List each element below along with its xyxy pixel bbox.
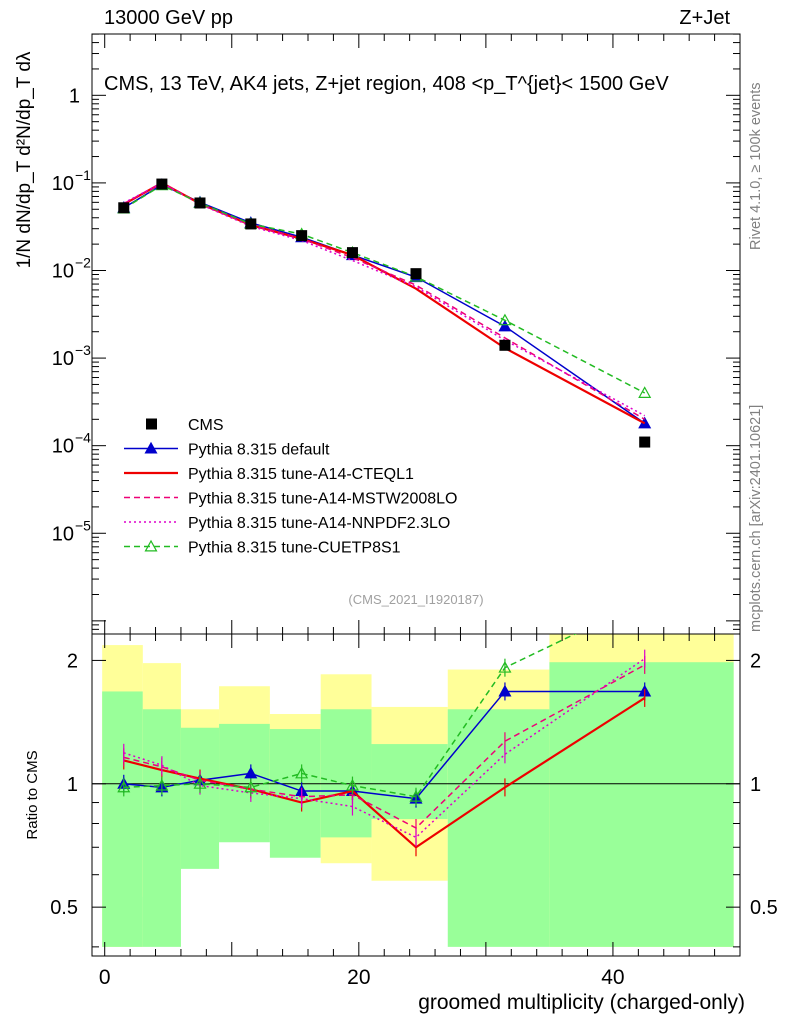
series-line-cuetp8s1 [123,184,646,394]
ratio-marker-cuetp8s1 [345,778,359,791]
ratio-uncertainty-bands [92,634,740,947]
plot-frames [91,33,741,957]
header-energy-label: 13000 GeV pp [104,7,233,29]
series-line-default [123,184,646,424]
main-y-tick-exponent: −5 [75,517,91,533]
ratio-marker-cuetp8s1 [295,766,309,779]
main-y-tick-label: 10 [52,523,74,545]
data-point [499,339,511,351]
rivet-version-label: Rivet 4.1.0, ≥ 100k events [748,82,764,250]
data-point [410,268,422,280]
marker-cuetp8s1 [498,313,512,326]
marker-default [498,319,512,332]
main-y-tick-exponent: −4 [75,430,91,446]
band-group [92,634,740,947]
band-green-bin [549,662,734,947]
ratio-marker-default [498,684,512,697]
ratio-y-tick-label-right: 1 [750,774,761,796]
legend-marker-cuetp8s1 [144,539,158,552]
main-y-tick-label: 10 [52,436,74,458]
marker-cuetp8s1 [638,386,652,398]
legend-label-mstw: Pythia 8.315 tune-A14-MSTW2008LO [188,491,457,508]
ratio-marker-cuetp8s1 [498,660,512,673]
x-tick-label: 40 [601,966,624,989]
band-green-bin [447,709,550,947]
band-green-bin [102,691,143,947]
main-y-tick-label: 10 [52,173,74,195]
main-y-tick-exponent: −3 [75,342,91,358]
chart-title: CMS, 13 TeV, AK4 jets, Z+jet region, 408… [104,73,669,95]
cms-data-points [118,178,651,448]
band-green-bin [180,727,220,869]
main-y-tick-label: 1 [69,85,80,107]
legend-label-cuetp8s1: Pythia 8.315 tune-CUETP8S1 [188,540,401,557]
legend: CMS Pythia 8.315 default Pythia 8.315 tune… [124,417,457,557]
ratio-curves [117,634,652,857]
band-green-bin [269,729,321,858]
ratio-y-tick-label-right: 2 [750,650,761,672]
legend-label-data: CMS [188,417,224,434]
header-process-label: Z+Jet [679,7,730,29]
ratio-y-tick-label: 1 [67,774,78,796]
data-point [194,197,206,209]
x-tick-label: 0 [99,966,111,989]
main-curves [117,178,652,429]
ratio-marker-cuetp8s1 [409,789,423,802]
series-line-cteql1 [123,181,646,425]
legend-label-nnpdf: Pythia 8.315 tune-A14-NNPDF2.3LO [188,515,450,532]
main-y-tick-exponent: −1 [75,167,91,183]
series-line-mstw [123,182,646,420]
ratio-marker-cuetp8s1 [117,780,131,793]
ratio-marker-cuetp8s1 [155,778,169,791]
ratio-marker-cuetp8s1 [244,780,258,793]
main-y-tick-label: 10 [52,260,74,282]
main-y-axis-label: 1/N dN/dp_T d²N/dp_T dλ [14,51,35,268]
ratio-y-tick-label: 2 [67,650,78,672]
data-point [118,202,130,214]
x-axis-label: groomed multiplicity (charged-only) [418,991,745,1014]
ratio-y-axis-label: Ratio to CMS [24,750,41,839]
data-point [346,247,358,259]
band-green-bin [142,709,181,947]
legend-label-cteql1: Pythia 8.315 tune-A14-CTEQL1 [188,466,414,483]
main-y-tick-exponent: −2 [75,254,91,270]
ratio-y-tick-label: 0.5 [50,897,78,919]
data-point [639,436,651,448]
mcplots-credit-label: mcplots.cern.ch [arXiv:2401.10621] [748,404,764,632]
band-green-bin [320,709,372,838]
x-tick-label: 20 [347,966,370,989]
ratio-marker-default [244,766,258,779]
ratio-y-tick-label-right: 0.5 [750,897,778,919]
data-point [296,230,308,242]
ratio-plot-frame [91,633,741,957]
analysis-watermark: (CMS_2021_I1920187) [348,592,483,607]
legend-marker-data [146,418,157,430]
ratio-marker-cuetp8s1 [193,777,207,789]
data-point [245,218,257,230]
band-green-bin [219,723,270,843]
legend-label-default: Pythia 8.315 default [188,442,330,459]
data-point [156,178,168,190]
band-green-bin [371,744,448,820]
main-y-tick-label: 10 [52,348,74,370]
legend-marker-default [144,441,158,454]
ratio-line-cuetp8s1 [123,634,577,798]
